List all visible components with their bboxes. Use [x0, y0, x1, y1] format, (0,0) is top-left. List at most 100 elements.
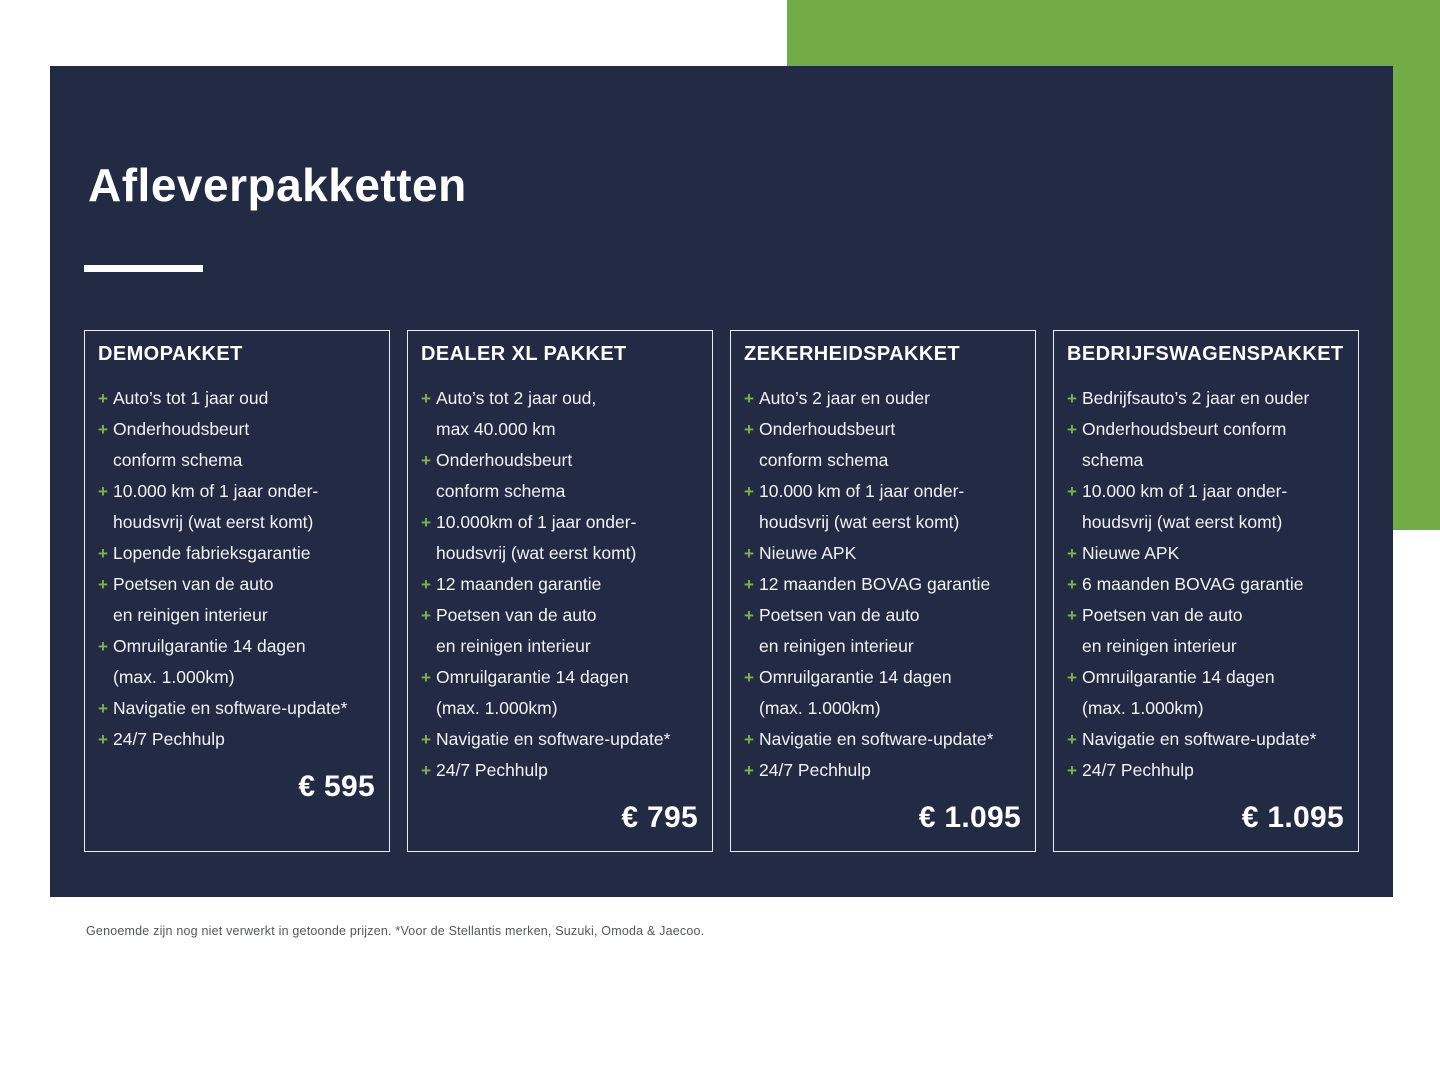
feature-text: 24/7 Pechhulp: [1082, 760, 1194, 780]
plus-icon: +: [421, 668, 431, 687]
plus-icon: +: [98, 699, 108, 718]
packages-panel: Afleverpakketten DEMOPAKKET + Auto’s tot…: [50, 66, 1393, 897]
feature-text: Navigatie en software-update*: [759, 729, 994, 749]
feature-text: Navigatie en software-update*: [113, 698, 348, 718]
feature-text: Omruilgarantie 14 dagen (max. 1.000km): [759, 667, 952, 718]
package-card: DEMOPAKKET + Auto’s tot 1 jaar oud + Ond…: [84, 330, 390, 852]
plus-icon: +: [744, 544, 754, 563]
feature-item: + 12 maanden BOVAG garantie: [744, 569, 1022, 600]
feature-item: + 24/7 Pechhulp: [421, 755, 699, 786]
feature-text: 24/7 Pechhulp: [759, 760, 871, 780]
feature-item: + Poetsen van de auto en reinigen interi…: [98, 569, 376, 631]
feature-item: + Auto’s tot 2 jaar oud, max 40.000 km: [421, 383, 699, 445]
feature-text: Poetsen van de auto en reinigen interieu…: [1082, 605, 1243, 656]
plus-icon: +: [744, 730, 754, 749]
feature-list: + Auto’s tot 1 jaar oud + Onderhoudsbeur…: [98, 383, 376, 755]
feature-text: 24/7 Pechhulp: [436, 760, 548, 780]
package-price: € 1.095: [918, 801, 1021, 834]
feature-text: Omruilgarantie 14 dagen (max. 1.000km): [113, 636, 306, 687]
plus-icon: +: [98, 420, 108, 439]
feature-text: Auto’s tot 1 jaar oud: [113, 388, 269, 408]
plus-icon: +: [744, 761, 754, 780]
feature-item: + 10.000 km of 1 jaar onder- houdsvrij (…: [744, 476, 1022, 538]
plus-icon: +: [421, 761, 431, 780]
feature-item: + Lopende fabrieksgarantie: [98, 538, 376, 569]
feature-item: + Onderhoudsbeurt conform schema: [421, 445, 699, 507]
feature-item: + Omruilgarantie 14 dagen (max. 1.000km): [744, 662, 1022, 724]
feature-list: + Auto’s 2 jaar en ouder + Onderhoudsbeu…: [744, 383, 1022, 786]
plus-icon: +: [744, 482, 754, 501]
feature-item: + Poetsen van de auto en reinigen interi…: [1067, 600, 1345, 662]
feature-item: + Omruilgarantie 14 dagen (max. 1.000km): [1067, 662, 1345, 724]
package-price: € 795: [621, 801, 698, 834]
feature-text: Poetsen van de auto en reinigen interieu…: [759, 605, 920, 656]
package-cards: DEMOPAKKET + Auto’s tot 1 jaar oud + Ond…: [84, 330, 1359, 852]
plus-icon: +: [98, 730, 108, 749]
feature-item: + 10.000km of 1 jaar onder- houdsvrij (w…: [421, 507, 699, 569]
feature-text: Onderhoudsbeurt conform schema: [113, 419, 250, 470]
feature-item: + Navigatie en software-update*: [98, 693, 376, 724]
feature-item: + Navigatie en software-update*: [421, 724, 699, 755]
feature-text: 10.000 km of 1 jaar onder- houdsvrij (wa…: [113, 481, 319, 532]
feature-text: Poetsen van de auto en reinigen interieu…: [113, 574, 274, 625]
feature-text: 10.000 km of 1 jaar onder- houdsvrij (wa…: [1082, 481, 1288, 532]
feature-item: + Navigatie en software-update*: [744, 724, 1022, 755]
feature-text: Navigatie en software-update*: [436, 729, 671, 749]
feature-item: + Nieuwe APK: [744, 538, 1022, 569]
plus-icon: +: [421, 451, 431, 470]
feature-item: + Poetsen van de auto en reinigen interi…: [421, 600, 699, 662]
footnote: Genoemde zijn nog niet verwerkt in getoo…: [86, 924, 705, 938]
plus-icon: +: [421, 606, 431, 625]
feature-item: + Onderhoudsbeurt conform schema: [98, 414, 376, 476]
plus-icon: +: [744, 575, 754, 594]
feature-list: + Auto’s tot 2 jaar oud, max 40.000 km +…: [421, 383, 699, 786]
feature-text: 10.000 km of 1 jaar onder- houdsvrij (wa…: [759, 481, 965, 532]
package-card: DEALER XL PAKKET + Auto’s tot 2 jaar oud…: [407, 330, 713, 852]
feature-text: Poetsen van de auto en reinigen interieu…: [436, 605, 597, 656]
feature-item: + 12 maanden garantie: [421, 569, 699, 600]
plus-icon: +: [1067, 668, 1077, 687]
feature-item: + 6 maanden BOVAG garantie: [1067, 569, 1345, 600]
feature-item: + Auto’s 2 jaar en ouder: [744, 383, 1022, 414]
feature-text: Onderhoudsbeurt conform schema: [1082, 419, 1287, 470]
plus-icon: +: [98, 575, 108, 594]
package-title: DEMOPAKKET: [98, 343, 243, 365]
package-title: ZEKERHEIDSPAKKET: [744, 343, 961, 365]
feature-item: + Omruilgarantie 14 dagen (max. 1.000km): [98, 631, 376, 693]
feature-item: + 24/7 Pechhulp: [1067, 755, 1345, 786]
feature-item: + Auto’s tot 1 jaar oud: [98, 383, 376, 414]
feature-item: + Omruilgarantie 14 dagen (max. 1.000km): [421, 662, 699, 724]
plus-icon: +: [1067, 761, 1077, 780]
feature-text: 12 maanden garantie: [436, 574, 602, 594]
plus-icon: +: [98, 389, 108, 408]
feature-list: + Bedrijfsauto’s 2 jaar en ouder + Onder…: [1067, 383, 1345, 786]
feature-text: Navigatie en software-update*: [1082, 729, 1317, 749]
plus-icon: +: [1067, 389, 1077, 408]
plus-icon: +: [744, 389, 754, 408]
feature-text: Bedrijfsauto’s 2 jaar en ouder: [1082, 388, 1310, 408]
feature-text: 24/7 Pechhulp: [113, 729, 225, 749]
plus-icon: +: [1067, 575, 1077, 594]
feature-item: + Onderhoudsbeurt conform schema: [1067, 414, 1345, 476]
feature-text: Omruilgarantie 14 dagen (max. 1.000km): [436, 667, 629, 718]
package-card: BEDRIJFSWAGENSPAKKET + Bedrijfsauto’s 2 …: [1053, 330, 1359, 852]
plus-icon: +: [1067, 606, 1077, 625]
feature-item: + 24/7 Pechhulp: [98, 724, 376, 755]
feature-item: + 10.000 km of 1 jaar onder- houdsvrij (…: [1067, 476, 1345, 538]
feature-item: + Bedrijfsauto’s 2 jaar en ouder: [1067, 383, 1345, 414]
feature-text: 10.000km of 1 jaar onder- houdsvrij (wat…: [436, 512, 637, 563]
package-price: € 595: [298, 770, 375, 803]
package-title: DEALER XL PAKKET: [421, 343, 627, 365]
feature-text: Auto’s 2 jaar en ouder: [759, 388, 930, 408]
title-underline: [84, 265, 203, 272]
feature-item: + 24/7 Pechhulp: [744, 755, 1022, 786]
feature-text: Onderhoudsbeurt conform schema: [759, 419, 896, 470]
feature-text: Onderhoudsbeurt conform schema: [436, 450, 573, 501]
feature-text: Lopende fabrieksgarantie: [113, 543, 311, 563]
package-title: BEDRIJFSWAGENSPAKKET: [1067, 343, 1344, 365]
feature-item: + Onderhoudsbeurt conform schema: [744, 414, 1022, 476]
plus-icon: +: [421, 730, 431, 749]
package-card: ZEKERHEIDSPAKKET + Auto’s 2 jaar en oude…: [730, 330, 1036, 852]
feature-text: Auto’s tot 2 jaar oud, max 40.000 km: [436, 388, 597, 439]
feature-text: 6 maanden BOVAG garantie: [1082, 574, 1304, 594]
